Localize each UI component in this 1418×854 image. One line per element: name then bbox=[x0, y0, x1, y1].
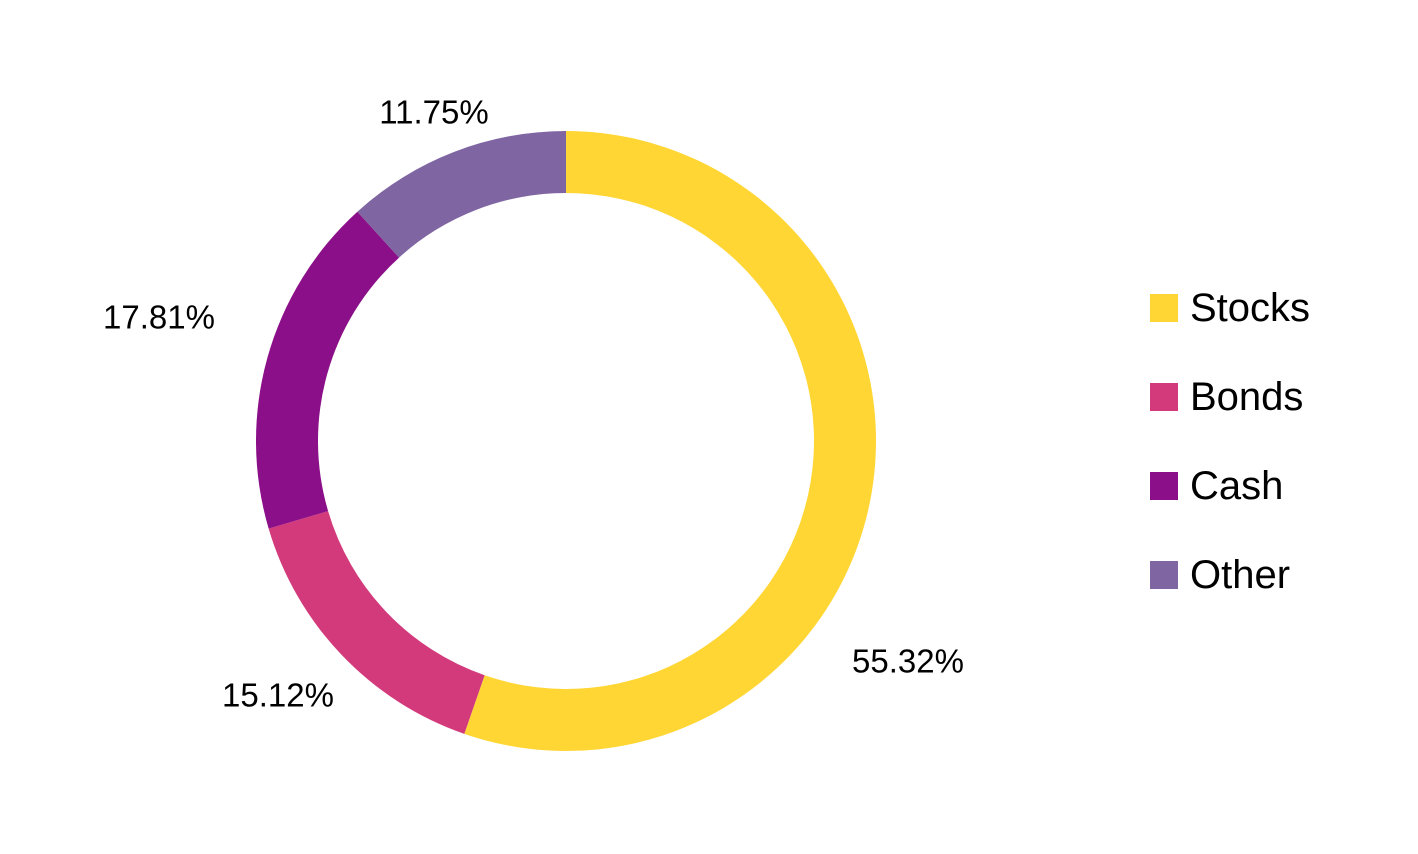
donut-slice-stocks bbox=[464, 131, 877, 751]
legend-swatch-other bbox=[1150, 561, 1178, 589]
legend-item-cash: Cash bbox=[1150, 461, 1400, 511]
chart-legend: Stocks Bonds Cash Other bbox=[1150, 283, 1400, 639]
donut-slice-other bbox=[357, 131, 566, 258]
legend-label-bonds: Bonds bbox=[1190, 375, 1304, 419]
data-label-stocks: 55.32% bbox=[852, 643, 964, 680]
donut-data-labels: 55.32% 15.12% 17.81% 11.75% bbox=[103, 94, 964, 714]
legend-swatch-stocks bbox=[1150, 294, 1178, 322]
data-label-other: 11.75% bbox=[379, 94, 488, 131]
legend-item-bonds: Bonds bbox=[1150, 372, 1400, 422]
legend-label-cash: Cash bbox=[1190, 464, 1284, 508]
legend-label-other: Other bbox=[1190, 553, 1291, 597]
legend-item-stocks: Stocks bbox=[1150, 283, 1400, 333]
legend-label-stocks: Stocks bbox=[1190, 286, 1311, 330]
donut-slice-bonds bbox=[268, 511, 485, 734]
legend-swatch-cash bbox=[1150, 472, 1178, 500]
legend-item-other: Other bbox=[1150, 550, 1400, 600]
legend-swatch-bonds bbox=[1150, 383, 1178, 411]
data-label-cash: 17.81% bbox=[103, 299, 215, 336]
data-label-bonds: 15.12% bbox=[222, 677, 334, 714]
donut-slice-cash bbox=[256, 211, 400, 529]
donut-slices bbox=[256, 131, 877, 751]
